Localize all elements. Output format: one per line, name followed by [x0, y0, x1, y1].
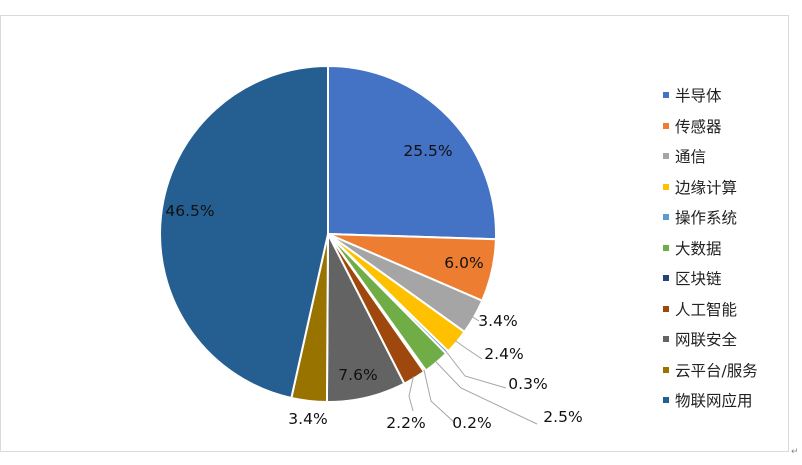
pie-slice-0	[327, 64, 497, 241]
data-label-1: 6.0%	[444, 254, 483, 272]
legend-item-8: 网联安全	[663, 324, 758, 355]
legend-swatch	[663, 366, 669, 373]
data-label-6: 0.2%	[452, 414, 491, 432]
legend-label: 物联网应用	[675, 392, 753, 411]
legend-item-0: 半导体	[663, 80, 758, 111]
chart-frame: 25.5% 6.0% 3.4% 2.4% 0.3% 2.5% 0.2% 2.2% 7.6% 3.4…	[0, 15, 789, 452]
legend-label: 通信	[675, 148, 707, 167]
legend-label: 操作系统	[675, 209, 738, 228]
data-label-0: 25.5%	[403, 142, 452, 160]
leader-line-4	[445, 350, 507, 389]
pie-slice-10	[159, 64, 329, 400]
data-label-8: 7.6%	[338, 366, 377, 384]
leader-line-7	[408, 376, 414, 412]
legend-item-4: 操作系统	[663, 202, 758, 233]
legend-swatch	[663, 153, 669, 160]
data-label-10: 46.5%	[165, 202, 214, 220]
leader-line-5	[434, 360, 538, 425]
legend-swatch	[663, 92, 669, 99]
legend: 半导体传感器通信边缘计算操作系统大数据区块链人工智能网联安全云平台/服务 物联网应…	[663, 80, 758, 416]
legend-swatch	[663, 305, 669, 312]
legend-swatch	[663, 122, 669, 129]
data-label-5: 2.5%	[543, 408, 582, 426]
legend-item-9: 云平台/服务	[663, 355, 758, 386]
legend-label: 大数据	[675, 239, 722, 258]
legend-label: 半导体	[675, 87, 722, 106]
data-label-9: 3.4%	[288, 410, 327, 428]
paragraph-return-mark: ↵	[791, 447, 799, 457]
legend-swatch	[663, 244, 669, 251]
data-label-7: 2.2%	[386, 414, 425, 432]
legend-item-5: 大数据	[663, 233, 758, 264]
leader-line-6	[423, 369, 456, 424]
legend-item-3: 边缘计算	[663, 172, 758, 203]
legend-swatch	[663, 275, 669, 282]
legend-item-7: 人工智能	[663, 294, 758, 325]
legend-item-6: 区块链	[663, 263, 758, 294]
legend-swatch	[663, 397, 669, 404]
data-label-2: 3.4%	[478, 312, 517, 330]
legend-swatch	[663, 183, 669, 190]
leader-line-3	[454, 340, 483, 360]
legend-label: 区块链	[675, 270, 722, 289]
data-label-4: 0.3%	[508, 375, 547, 393]
leader-line-2	[469, 315, 480, 322]
legend-label: 人工智能	[675, 300, 738, 319]
legend-swatch	[663, 214, 669, 221]
pie-chart: 25.5% 6.0% 3.4% 2.4% 0.3% 2.5% 0.2% 2.2% 7.6% 3.4…	[159, 64, 583, 432]
legend-item-1: 传感器	[663, 111, 758, 142]
legend-label: 边缘计算	[675, 178, 738, 197]
legend-item-2: 通信	[663, 141, 758, 172]
legend-label: 网联安全	[675, 331, 738, 350]
data-label-3: 2.4%	[484, 345, 523, 363]
legend-item-10: 物联网应用	[663, 385, 758, 416]
legend-label: 云平台/服务	[675, 361, 758, 380]
legend-label: 传感器	[675, 117, 722, 136]
legend-swatch	[663, 336, 669, 343]
